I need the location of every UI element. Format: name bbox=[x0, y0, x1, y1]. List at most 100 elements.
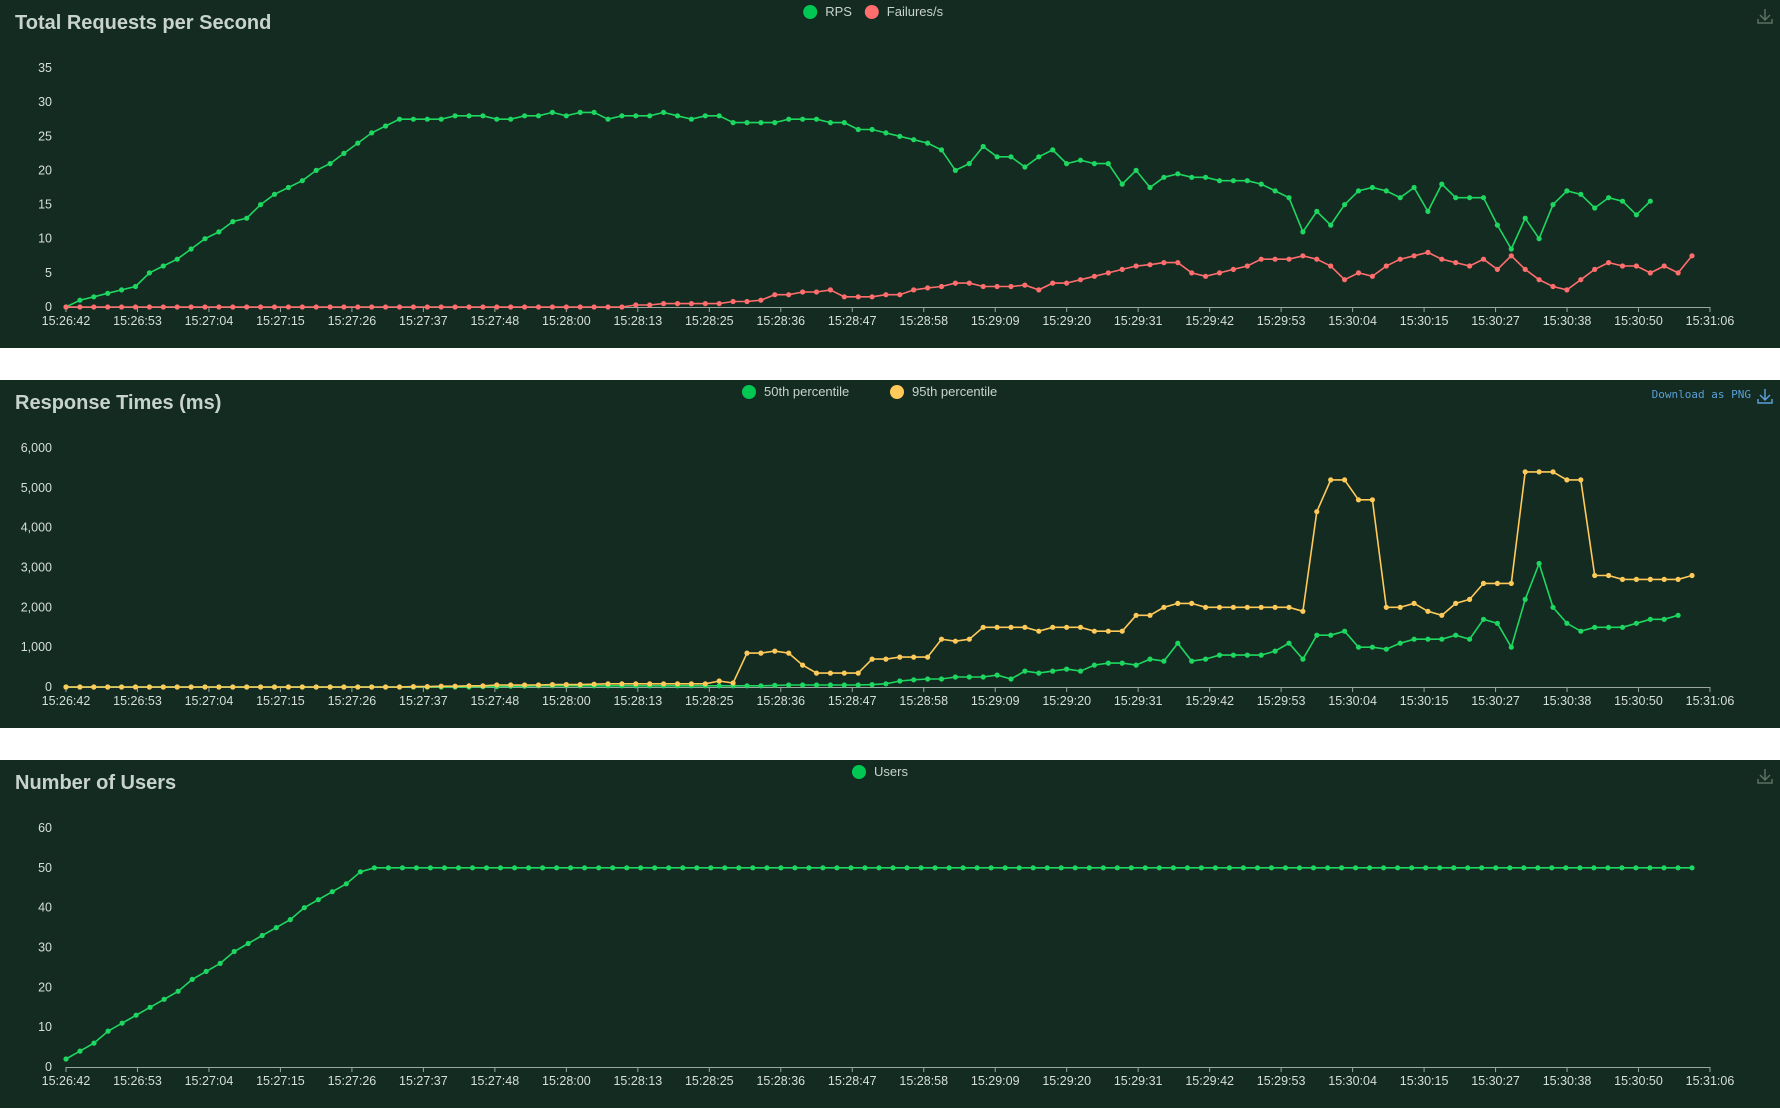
data-point[interactable] bbox=[1369, 184, 1375, 191]
data-point[interactable] bbox=[966, 636, 972, 642]
data-point[interactable] bbox=[624, 865, 630, 871]
data-point[interactable] bbox=[1091, 662, 1097, 668]
data-point[interactable] bbox=[952, 280, 959, 286]
data-point[interactable] bbox=[1147, 184, 1153, 191]
data-point[interactable] bbox=[563, 682, 569, 688]
data-point[interactable] bbox=[1549, 865, 1555, 871]
data-point[interactable] bbox=[341, 304, 347, 310]
data-point[interactable] bbox=[1022, 624, 1028, 630]
data-point[interactable] bbox=[1300, 253, 1306, 259]
data-point[interactable] bbox=[1314, 632, 1320, 638]
data-point[interactable] bbox=[652, 865, 658, 871]
data-point[interactable] bbox=[883, 656, 889, 662]
data-point[interactable] bbox=[869, 294, 875, 300]
data-point[interactable] bbox=[161, 996, 167, 1002]
data-point[interactable] bbox=[1022, 282, 1028, 288]
data-point[interactable] bbox=[508, 682, 514, 688]
data-point[interactable] bbox=[1119, 660, 1125, 666]
data-point[interactable] bbox=[786, 650, 792, 656]
data-point[interactable] bbox=[244, 304, 250, 310]
data-point[interactable] bbox=[258, 304, 264, 310]
data-point[interactable] bbox=[925, 140, 931, 146]
data-point[interactable] bbox=[820, 865, 826, 871]
data-point[interactable] bbox=[848, 865, 854, 871]
data-point[interactable] bbox=[994, 283, 1000, 290]
legend-item[interactable]: 50th percentile bbox=[742, 384, 849, 399]
data-point[interactable] bbox=[605, 681, 611, 687]
data-point[interactable] bbox=[438, 304, 444, 310]
data-point[interactable] bbox=[1508, 580, 1514, 586]
data-point[interactable] bbox=[549, 682, 556, 688]
data-point[interactable] bbox=[188, 304, 194, 310]
data-point[interactable] bbox=[1605, 865, 1611, 871]
data-point[interactable] bbox=[494, 682, 500, 688]
data-point[interactable] bbox=[890, 865, 896, 871]
data-point[interactable] bbox=[869, 682, 875, 688]
data-point[interactable] bbox=[591, 681, 597, 687]
data-point[interactable] bbox=[1369, 644, 1375, 650]
data-point[interactable] bbox=[813, 289, 820, 295]
data-point[interactable] bbox=[174, 304, 180, 310]
data-point[interactable] bbox=[1535, 865, 1541, 871]
data-point[interactable] bbox=[1161, 260, 1167, 266]
data-point[interactable] bbox=[1230, 604, 1236, 610]
data-point[interactable] bbox=[1161, 658, 1167, 664]
data-point[interactable] bbox=[1050, 147, 1056, 153]
data-point[interactable] bbox=[1381, 865, 1387, 871]
data-point[interactable] bbox=[883, 681, 889, 687]
data-point[interactable] bbox=[1675, 865, 1681, 871]
data-point[interactable] bbox=[716, 683, 722, 689]
data-point[interactable] bbox=[1008, 624, 1014, 630]
data-point[interactable] bbox=[343, 881, 349, 887]
data-point[interactable] bbox=[383, 684, 389, 690]
data-point[interactable] bbox=[1058, 865, 1064, 871]
data-point[interactable] bbox=[1397, 195, 1403, 201]
data-point[interactable] bbox=[638, 865, 644, 871]
data-point[interactable] bbox=[385, 865, 391, 871]
data-point[interactable] bbox=[1240, 865, 1246, 871]
data-point[interactable] bbox=[244, 215, 250, 221]
data-point[interactable] bbox=[1564, 620, 1570, 626]
data-point[interactable] bbox=[1244, 178, 1250, 184]
data-point[interactable] bbox=[960, 865, 966, 871]
data-point[interactable] bbox=[869, 126, 875, 133]
data-point[interactable] bbox=[1689, 572, 1695, 579]
legend-item[interactable]: Users bbox=[852, 764, 908, 779]
data-point[interactable] bbox=[855, 294, 861, 300]
data-point[interactable] bbox=[1661, 576, 1667, 582]
data-point[interactable] bbox=[1619, 624, 1626, 630]
data-point[interactable] bbox=[1230, 652, 1236, 658]
data-point[interactable] bbox=[1647, 616, 1653, 622]
data-point[interactable] bbox=[410, 116, 416, 122]
data-point[interactable] bbox=[1002, 865, 1008, 871]
data-point[interactable] bbox=[633, 302, 639, 308]
data-point[interactable] bbox=[744, 120, 750, 126]
data-point[interactable] bbox=[469, 865, 476, 871]
data-point[interactable] bbox=[855, 682, 861, 688]
data-point[interactable] bbox=[1342, 202, 1348, 208]
data-point[interactable] bbox=[313, 304, 319, 310]
data-point[interactable] bbox=[1383, 646, 1389, 652]
data-point[interactable] bbox=[452, 683, 458, 689]
data-point[interactable] bbox=[535, 304, 542, 310]
data-point[interactable] bbox=[911, 287, 917, 293]
data-point[interactable] bbox=[647, 113, 653, 119]
data-point[interactable] bbox=[273, 925, 279, 931]
data-point[interactable] bbox=[483, 865, 490, 871]
data-point[interactable] bbox=[758, 120, 764, 126]
data-point[interactable] bbox=[1272, 604, 1278, 610]
data-point[interactable] bbox=[1493, 865, 1499, 871]
data-point[interactable] bbox=[1339, 865, 1345, 871]
data-point[interactable] bbox=[827, 670, 834, 676]
data-point[interactable] bbox=[1661, 865, 1667, 871]
data-point[interactable] bbox=[1521, 865, 1527, 871]
data-point[interactable] bbox=[369, 304, 375, 310]
data-point[interactable] bbox=[1133, 167, 1139, 173]
data-point[interactable] bbox=[1508, 644, 1514, 650]
data-point[interactable] bbox=[1675, 270, 1681, 276]
data-point[interactable] bbox=[946, 865, 952, 871]
data-point[interactable] bbox=[1522, 266, 1528, 272]
data-point[interactable] bbox=[1494, 222, 1500, 228]
data-point[interactable] bbox=[1216, 652, 1223, 658]
data-point[interactable] bbox=[1592, 266, 1598, 272]
